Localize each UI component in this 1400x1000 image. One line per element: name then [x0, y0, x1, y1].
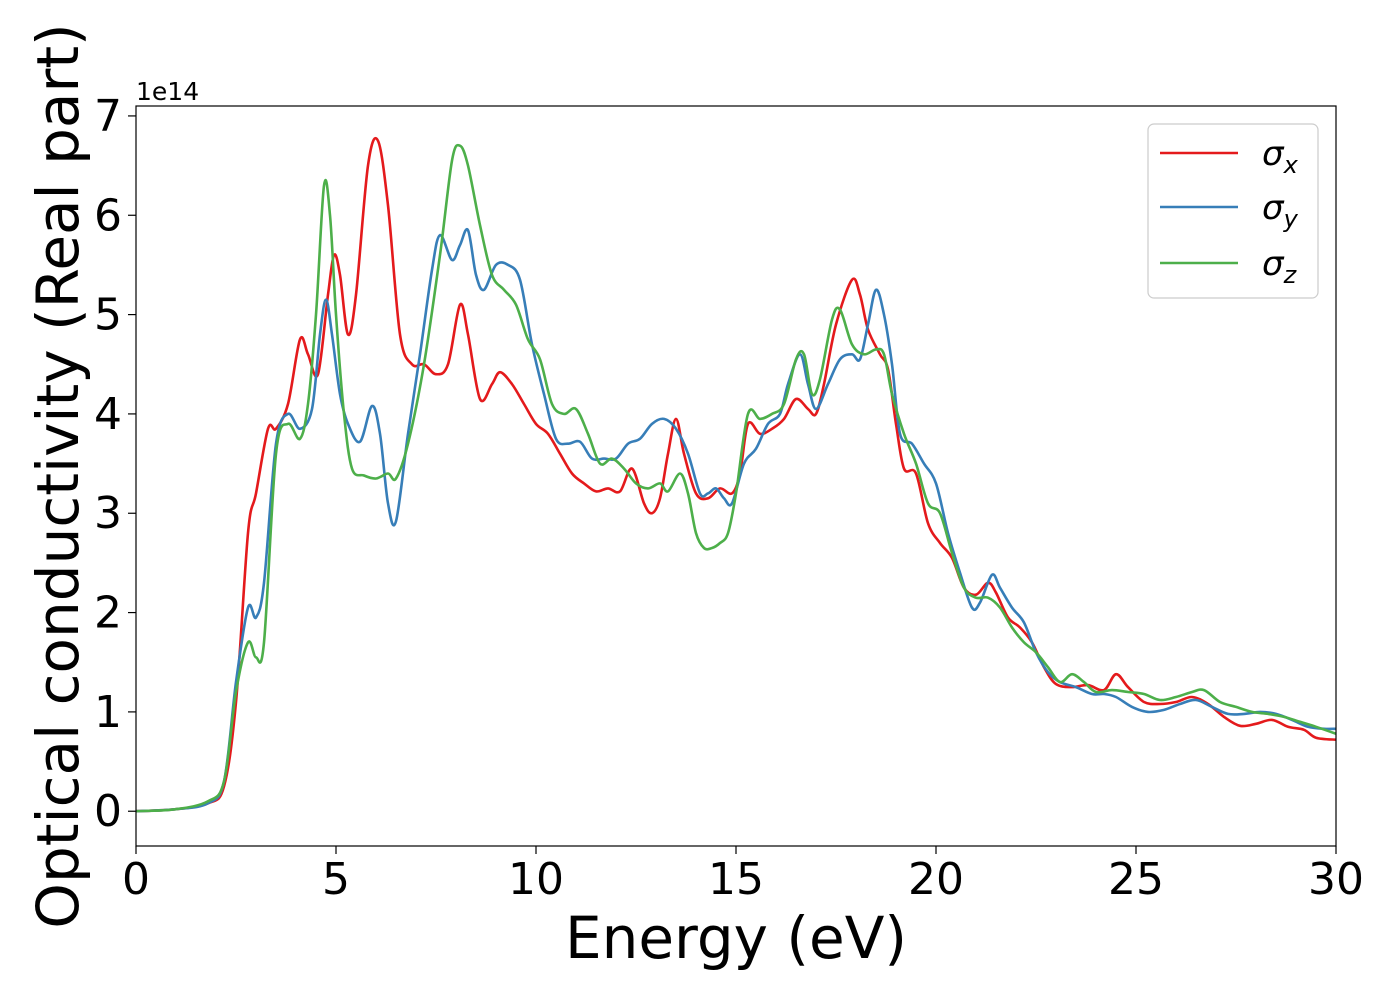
y-tick-label: 5 [94, 290, 122, 341]
x-tick-label: 30 [1308, 854, 1364, 905]
y-tick-label: 3 [94, 488, 122, 539]
x-tick-label: 0 [122, 854, 150, 905]
y-tick-label: 6 [94, 190, 122, 241]
series-layer [136, 136, 1336, 813]
legend-label-sigma-y: σy [1262, 188, 1299, 233]
x-tick-label: 25 [1108, 854, 1164, 905]
y-tick-label: 2 [94, 588, 122, 639]
series-line-sigma-y [136, 227, 1336, 813]
series-line-sigma-z [136, 143, 1336, 813]
axis-ticks: 0 5 10 15 20 25 30 0 1 2 3 4 5 6 7 [94, 91, 1364, 905]
y-axis-label: Optical conductivity (Real part) [24, 23, 92, 928]
x-tick-label: 10 [508, 854, 564, 905]
legend-label-sigma-x: σx [1262, 134, 1299, 179]
x-tick-label: 15 [708, 854, 764, 905]
y-tick-label: 7 [94, 91, 122, 142]
legend-box [1147, 123, 1319, 299]
y-offset-label: 1e14 [136, 77, 199, 106]
x-tick-label: 20 [908, 854, 964, 905]
y-tick-label: 0 [94, 786, 122, 837]
legend: σx σy σz [1147, 123, 1319, 299]
x-axis-label: Energy (eV) [565, 904, 907, 972]
legend-label-sigma-z: σz [1262, 244, 1298, 289]
y-tick-label: 4 [94, 389, 122, 440]
x-tick-label: 5 [322, 854, 350, 905]
y-tick-label: 1 [94, 687, 122, 738]
